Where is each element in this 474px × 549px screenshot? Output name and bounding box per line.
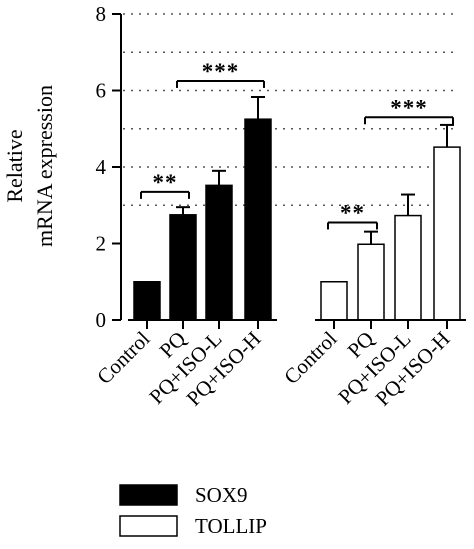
y-axis-title-line-2: mRNA expression (32, 85, 57, 247)
bar-tollip (394, 214, 422, 321)
bar-sox9 (169, 214, 197, 321)
bar-tollip (320, 281, 348, 321)
legend-swatch-tollip (119, 515, 178, 537)
legend-label-sox9: SOX9 (195, 483, 248, 507)
y-tick-label: 6 (96, 79, 107, 103)
y-tick-label: 8 (96, 2, 107, 26)
significance-label-sox9: *** (202, 59, 240, 84)
significance-label-tollip: *** (390, 95, 428, 120)
y-axis-title-line-1: Relative (2, 129, 27, 202)
significance-label-sox9: ** (153, 170, 178, 195)
y-tick-label: 2 (96, 232, 107, 256)
bar-sox9 (244, 118, 272, 321)
y-tick-label: 0 (96, 308, 107, 332)
bar-sox9 (205, 184, 233, 321)
bars (133, 118, 461, 321)
x-category-label-tollip: Control (279, 326, 341, 388)
significance-label-tollip: ** (340, 200, 365, 225)
significance-annotations: ********** (140, 59, 454, 230)
legend-label-tollip: TOLLIP (195, 514, 267, 538)
bar-tollip (433, 146, 461, 321)
y-tick-label: 4 (96, 155, 107, 179)
bar-tollip (357, 243, 385, 321)
legend-swatch-sox9 (119, 484, 178, 506)
legend: SOX9 TOLLIP (119, 483, 267, 538)
y-axis-title: Relative mRNA expression (2, 85, 57, 247)
y-axis: 0 2 4 6 8 (96, 2, 466, 332)
bar-sox9 (133, 281, 161, 321)
x-category-label-sox9: Control (92, 326, 154, 388)
error-bars (176, 96, 454, 245)
